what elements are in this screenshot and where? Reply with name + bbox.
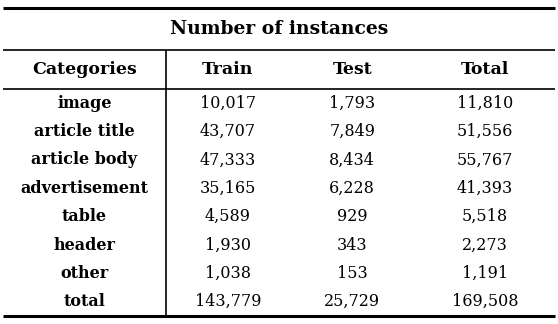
Text: 5,518: 5,518 xyxy=(461,208,508,225)
Text: image: image xyxy=(57,95,112,112)
Text: 1,793: 1,793 xyxy=(329,95,376,112)
Text: 153: 153 xyxy=(337,265,368,282)
Text: 41,393: 41,393 xyxy=(456,180,513,197)
Text: 25,729: 25,729 xyxy=(324,293,380,310)
Text: 6,228: 6,228 xyxy=(329,180,375,197)
Text: advertisement: advertisement xyxy=(20,180,148,197)
Text: 1,191: 1,191 xyxy=(461,265,508,282)
Text: 11,810: 11,810 xyxy=(456,95,513,112)
Text: Number of instances: Number of instances xyxy=(170,20,388,38)
Text: article body: article body xyxy=(31,152,137,168)
Text: table: table xyxy=(62,208,107,225)
Text: 2,273: 2,273 xyxy=(462,237,508,253)
Text: 1,930: 1,930 xyxy=(205,237,251,253)
Text: Categories: Categories xyxy=(32,61,137,78)
Text: 51,556: 51,556 xyxy=(456,123,513,140)
Text: other: other xyxy=(60,265,108,282)
Text: Train: Train xyxy=(202,61,253,78)
Text: 43,707: 43,707 xyxy=(200,123,256,140)
Text: 10,017: 10,017 xyxy=(200,95,256,112)
Text: 8,434: 8,434 xyxy=(329,152,375,168)
Text: header: header xyxy=(53,237,116,253)
Text: 35,165: 35,165 xyxy=(200,180,256,197)
Text: article title: article title xyxy=(34,123,134,140)
Text: total: total xyxy=(64,293,105,310)
Text: 1,038: 1,038 xyxy=(205,265,251,282)
Text: 4,589: 4,589 xyxy=(205,208,251,225)
Text: 169,508: 169,508 xyxy=(451,293,518,310)
Text: 55,767: 55,767 xyxy=(456,152,513,168)
Text: Test: Test xyxy=(333,61,372,78)
Text: 929: 929 xyxy=(337,208,368,225)
Text: 7,849: 7,849 xyxy=(329,123,375,140)
Text: 47,333: 47,333 xyxy=(200,152,256,168)
Text: 143,779: 143,779 xyxy=(195,293,261,310)
Text: 343: 343 xyxy=(337,237,368,253)
Text: Total: Total xyxy=(460,61,509,78)
